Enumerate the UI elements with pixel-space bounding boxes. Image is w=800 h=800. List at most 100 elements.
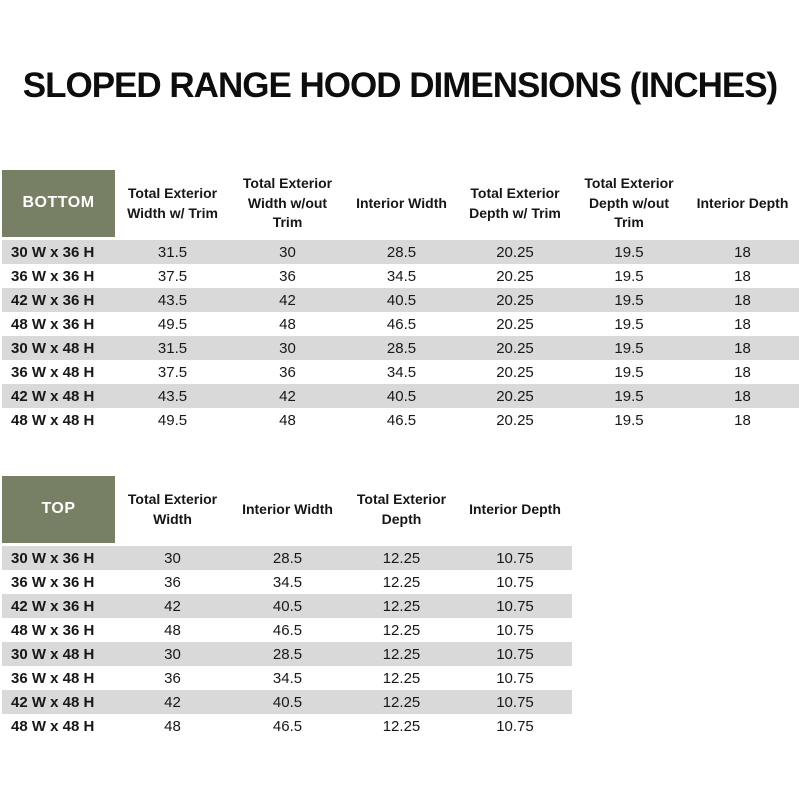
row-label: 48 W x 48 H: [11, 411, 95, 429]
bottom-dimensions-table: BOTTOM Total Exterior Width w/ Trim Tota…: [2, 170, 799, 432]
table-row: 48 W x 48 H 49.5 48 46.5 20.25 19.5 18: [2, 408, 799, 432]
table-row: 36 W x 48 H 36 34.5 12.25 10.75: [2, 666, 572, 690]
table-row: 48 W x 36 H 49.5 48 46.5 20.25 19.5 18: [2, 312, 799, 336]
cell: 36: [164, 573, 181, 591]
cell: 12.25: [382, 717, 421, 735]
cell: 20.25: [496, 243, 534, 261]
cell: 10.75: [496, 573, 534, 591]
cell: 40.5: [386, 387, 417, 405]
cell: 19.5: [614, 363, 644, 381]
cell: 36: [279, 267, 296, 285]
cell: 28.5: [386, 339, 417, 357]
cell: 18: [734, 411, 751, 429]
column-header: Total Exterior Width w/out Trim: [230, 170, 345, 240]
row-label: 36 W x 36 H: [11, 573, 95, 591]
cell: 30: [164, 549, 181, 567]
table-row: 30 W x 48 H 31.5 30 28.5 20.25 19.5 18: [2, 336, 799, 360]
table-row: 36 W x 48 H 37.5 36 34.5 20.25 19.5 18: [2, 360, 799, 384]
row-label: 30 W x 48 H: [11, 339, 95, 357]
top-header-row: TOP Total Exterior Width Interior Width …: [2, 476, 572, 546]
row-label: 30 W x 36 H: [11, 243, 95, 261]
cell: 48: [279, 411, 296, 429]
cell: 12.25: [382, 645, 421, 663]
cell: 28.5: [272, 645, 303, 663]
cell: 19.5: [614, 243, 644, 261]
row-label: 42 W x 48 H: [11, 387, 95, 405]
table-row: 30 W x 48 H 30 28.5 12.25 10.75: [2, 642, 572, 666]
cell: 37.5: [157, 267, 188, 285]
cell: 31.5: [157, 243, 188, 261]
cell: 10.75: [496, 645, 534, 663]
cell: 18: [734, 387, 751, 405]
cell: 19.5: [614, 387, 644, 405]
column-header: Total Exterior Width: [115, 476, 230, 546]
cell: 46.5: [386, 411, 417, 429]
cell: 40.5: [386, 291, 417, 309]
top-table-label: TOP: [2, 476, 115, 546]
column-header: Interior Width: [345, 170, 458, 240]
cell: 18: [734, 267, 751, 285]
cell: 10.75: [496, 621, 534, 639]
row-label: 36 W x 36 H: [11, 267, 95, 285]
cell: 48: [164, 717, 181, 735]
cell: 42: [279, 291, 296, 309]
cell: 18: [734, 243, 751, 261]
cell: 42: [164, 693, 181, 711]
column-header: Total Exterior Depth w/ Trim: [458, 170, 572, 240]
table-row: 30 W x 36 H 30 28.5 12.25 10.75: [2, 546, 572, 570]
cell: 42: [279, 387, 296, 405]
cell: 12.25: [382, 573, 421, 591]
row-label: 42 W x 48 H: [11, 693, 95, 711]
column-header: Total Exterior Depth: [345, 476, 458, 546]
cell: 20.25: [496, 339, 534, 357]
cell: 10.75: [496, 693, 534, 711]
row-label: 48 W x 48 H: [11, 717, 95, 735]
cell: 46.5: [386, 315, 417, 333]
column-header: Total Exterior Depth w/out Trim: [572, 170, 686, 240]
cell: 12.25: [382, 549, 421, 567]
cell: 36: [279, 363, 296, 381]
table-row: 36 W x 36 H 36 34.5 12.25 10.75: [2, 570, 572, 594]
table-row: 42 W x 36 H 43.5 42 40.5 20.25 19.5 18: [2, 288, 799, 312]
column-header: Interior Width: [230, 476, 345, 546]
cell: 34.5: [272, 573, 303, 591]
table-row: 36 W x 36 H 37.5 36 34.5 20.25 19.5 18: [2, 264, 799, 288]
cell: 36: [164, 669, 181, 687]
cell: 19.5: [614, 267, 644, 285]
table-row: 42 W x 36 H 42 40.5 12.25 10.75: [2, 594, 572, 618]
column-header: Interior Depth: [686, 170, 799, 240]
page-title: SLOPED RANGE HOOD DIMENSIONS (INCHES): [22, 66, 778, 105]
cell: 18: [734, 291, 751, 309]
cell: 30: [164, 645, 181, 663]
cell: 43.5: [157, 291, 188, 309]
cell: 30: [279, 243, 296, 261]
cell: 49.5: [157, 315, 188, 333]
bottom-table-label: BOTTOM: [2, 170, 115, 240]
table-row: 42 W x 48 H 42 40.5 12.25 10.75: [2, 690, 572, 714]
cell: 19.5: [614, 291, 644, 309]
cell: 40.5: [272, 597, 303, 615]
cell: 48: [279, 315, 296, 333]
row-label: 42 W x 36 H: [11, 597, 95, 615]
cell: 18: [734, 315, 751, 333]
table-row: 30 W x 36 H 31.5 30 28.5 20.25 19.5 18: [2, 240, 799, 264]
cell: 19.5: [614, 411, 644, 429]
cell: 20.25: [496, 267, 534, 285]
cell: 46.5: [272, 621, 303, 639]
top-dimensions-table: TOP Total Exterior Width Interior Width …: [2, 476, 572, 738]
cell: 30: [279, 339, 296, 357]
cell: 28.5: [272, 549, 303, 567]
row-label: 30 W x 48 H: [11, 645, 95, 663]
row-label: 42 W x 36 H: [11, 291, 95, 309]
cell: 34.5: [386, 267, 417, 285]
row-label: 48 W x 36 H: [11, 621, 95, 639]
row-label: 36 W x 48 H: [11, 363, 95, 381]
cell: 18: [734, 363, 751, 381]
cell: 19.5: [614, 315, 644, 333]
cell: 18: [734, 339, 751, 357]
cell: 10.75: [496, 549, 534, 567]
cell: 37.5: [157, 363, 188, 381]
column-header: Total Exterior Width w/ Trim: [115, 170, 230, 240]
cell: 43.5: [157, 387, 188, 405]
cell: 20.25: [496, 411, 534, 429]
